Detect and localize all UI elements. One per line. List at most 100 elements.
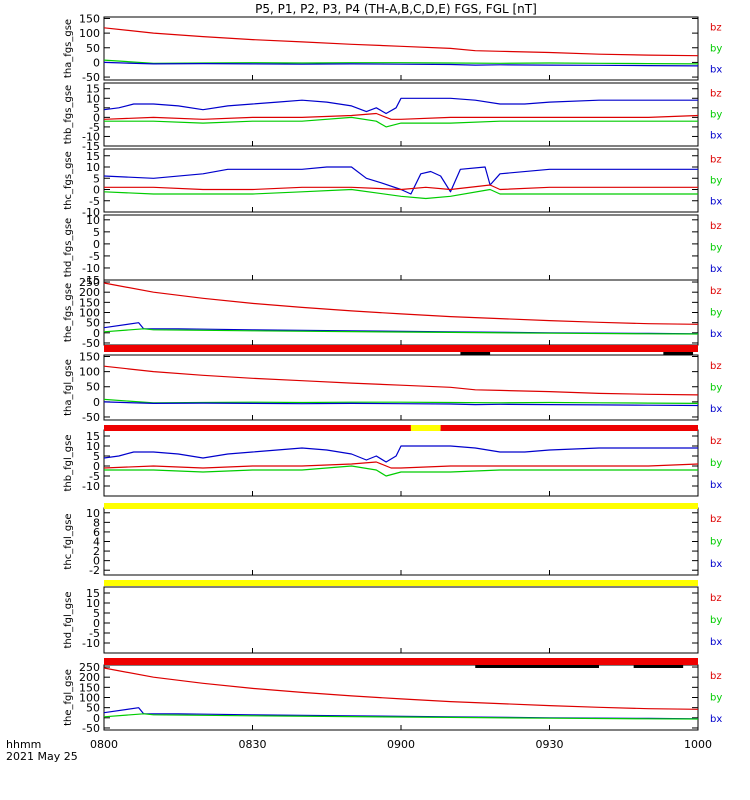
y-axis-label: thb_fgs_gse	[63, 85, 74, 144]
legend-bz: bz	[710, 89, 722, 100]
panel-tha_fgl_gse: 150 100 50 0 -50 tha_fgl_gse bz by bx	[63, 351, 722, 424]
y-tick-label: -10	[82, 262, 100, 275]
panel-frame	[103, 148, 699, 213]
mode-bar-mark	[475, 665, 599, 668]
legend-bz: bz	[710, 23, 722, 34]
mode-bar-segment	[440, 425, 698, 431]
y-tick-label: -15	[82, 140, 100, 153]
x-axis-label-hhmm: hhmm	[6, 738, 41, 751]
y-tick-label: 5	[93, 607, 100, 620]
y-axis-label: tha_fgl_gse	[63, 359, 74, 416]
panel-frame	[103, 429, 699, 497]
y-tick-label: -50	[82, 722, 100, 735]
y-tick-label: -5	[89, 627, 100, 640]
legend-bx: bx	[710, 480, 722, 491]
y-tick-label: -10	[82, 130, 100, 143]
legend-bz: bz	[710, 671, 722, 682]
y-axis-label: thb_fgl_gse	[63, 435, 74, 492]
legend-by: by	[710, 110, 722, 121]
x-tick-label: 0900	[387, 738, 415, 751]
series-line-by	[103, 398, 699, 404]
y-tick-label: 0	[93, 460, 100, 473]
y-tick-label: 5	[93, 102, 100, 115]
legend-bx: bx	[710, 131, 722, 142]
panel-frame	[103, 354, 699, 421]
mode-bar-segment	[104, 580, 698, 586]
y-tick-label: 50	[86, 381, 100, 394]
mode-bar-2	[104, 425, 698, 431]
y-tick-label: -50	[82, 411, 100, 424]
series-line-by	[103, 328, 699, 335]
mode-bar-segment	[410, 425, 441, 431]
y-tick-label: 150	[79, 296, 100, 309]
series-line-bx	[103, 401, 699, 407]
legend-by: by	[710, 383, 722, 394]
panel-frame	[103, 16, 699, 81]
y-tick-label: 15	[86, 83, 100, 96]
y-tick-label: 0	[93, 712, 100, 725]
y-tick-label: -5	[89, 470, 100, 483]
legend-bz: bz	[710, 221, 722, 232]
panel-frame	[103, 82, 699, 147]
y-tick-label: 8	[93, 516, 100, 529]
y-tick-label: 6	[93, 526, 100, 539]
legend-bx: bx	[710, 264, 722, 275]
mode-bar-segment	[104, 503, 698, 509]
y-tick-label: 200	[79, 671, 100, 684]
y-axis-label: tha_fgs_gse	[63, 19, 74, 78]
y-tick-label: 5	[93, 172, 100, 185]
x-tick-label: 0800	[90, 738, 118, 751]
y-tick-label: 10	[86, 92, 100, 105]
y-tick-label: 15	[86, 587, 100, 600]
y-axis-label: thd_fgl_gse	[63, 592, 74, 649]
legend-bx: bx	[710, 65, 722, 76]
series-line-by	[104, 116, 698, 128]
legend-bx: bx	[710, 329, 722, 340]
series-line-bx	[103, 97, 698, 115]
mode-bar-segment	[104, 658, 698, 665]
series-line-bz	[103, 461, 699, 469]
legend-by: by	[710, 693, 722, 704]
y-tick-label: 100	[79, 307, 100, 320]
y-tick-label: -50	[82, 337, 100, 350]
mode-bar-segment	[104, 425, 411, 431]
legend-by: by	[710, 537, 722, 548]
y-tick-label: 15	[86, 430, 100, 443]
y-tick-label: 100	[79, 692, 100, 705]
y-tick-label: 4	[93, 536, 100, 549]
legend-bx: bx	[710, 714, 722, 725]
y-axis-label: thd_fgs_gse	[63, 218, 74, 277]
series-line-bz	[103, 667, 699, 710]
x-tick-label: 1000	[684, 738, 712, 751]
legend-by: by	[710, 615, 722, 626]
y-tick-label: 250	[79, 661, 100, 674]
y-tick-label: -5	[89, 250, 100, 263]
mode-bar-1	[104, 345, 698, 355]
y-axis-label: thc_fgl_gse	[63, 513, 74, 569]
legend-bx: bx	[710, 404, 722, 415]
y-tick-label: -2	[89, 564, 100, 577]
legend-bz: bz	[710, 361, 722, 372]
y-tick-label: 0	[93, 56, 100, 69]
y-axis-label: the_fgs_gse	[63, 283, 74, 342]
x-axis-label-date: 2021 May 25	[6, 750, 78, 763]
panel-frame	[103, 214, 699, 281]
x-axis: 0800 0830 0900 0930 1000	[90, 738, 712, 751]
legend-bz: bz	[710, 514, 722, 525]
y-tick-label: 5	[93, 226, 100, 239]
y-tick-label: 150	[79, 12, 100, 25]
mode-bar-5	[104, 658, 698, 668]
series-line-by	[103, 59, 699, 65]
y-tick-label: 2	[93, 545, 100, 558]
series-line-bz	[103, 282, 699, 325]
y-tick-label: 50	[86, 42, 100, 55]
y-tick-label: 10	[86, 440, 100, 453]
y-tick-label: 0	[93, 327, 100, 340]
y-tick-label: 10	[86, 507, 100, 520]
y-tick-label: 50	[86, 317, 100, 330]
